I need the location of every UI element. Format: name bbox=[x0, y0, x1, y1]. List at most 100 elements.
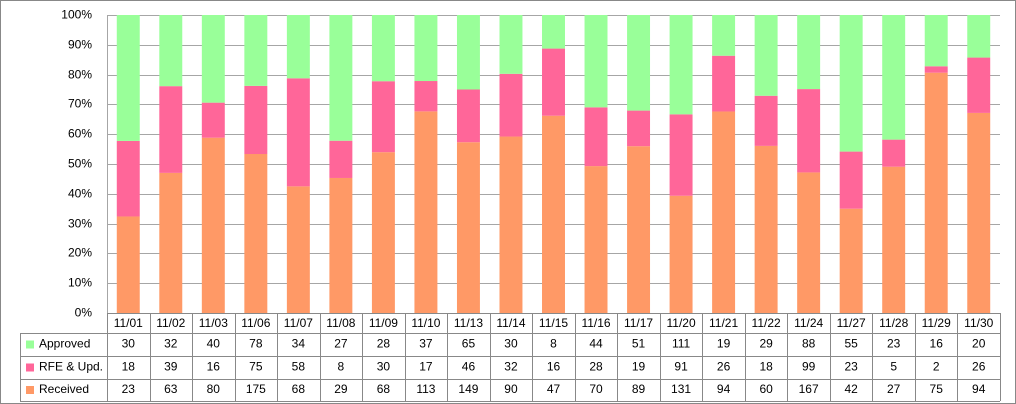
table-value: 32 bbox=[164, 337, 178, 351]
table-value: 94 bbox=[717, 382, 731, 396]
table-value: 19 bbox=[632, 360, 646, 374]
bar-segment bbox=[584, 166, 608, 313]
bar-segment bbox=[754, 95, 778, 146]
y-tick-label: 30% bbox=[68, 217, 92, 231]
table-value: 30 bbox=[504, 337, 518, 351]
bar-segment bbox=[712, 111, 736, 313]
table-value: 28 bbox=[589, 360, 603, 374]
table-value: 90 bbox=[504, 382, 518, 396]
bar-segment bbox=[882, 166, 906, 313]
table-value: 17 bbox=[419, 360, 433, 374]
bar-segment bbox=[371, 81, 395, 153]
bar-segment bbox=[116, 216, 140, 313]
table-value: 18 bbox=[122, 360, 136, 374]
bar-segment bbox=[499, 15, 523, 74]
table-value: 27 bbox=[887, 382, 901, 396]
table-value: 46 bbox=[462, 360, 476, 374]
bar-segment bbox=[797, 89, 821, 173]
table-value: 75 bbox=[249, 360, 263, 374]
y-tick-label: 80% bbox=[68, 68, 92, 82]
bar-segment bbox=[712, 15, 736, 56]
table-value: 28 bbox=[377, 337, 391, 351]
bar-segment bbox=[286, 15, 310, 79]
bar-segment bbox=[329, 15, 353, 141]
x-tick-label: 11/01 bbox=[114, 316, 143, 330]
table-value: 80 bbox=[207, 382, 221, 396]
bar-segment bbox=[797, 15, 821, 90]
table-value: 175 bbox=[246, 382, 266, 396]
table-value: 111 bbox=[672, 337, 691, 351]
bar-segment bbox=[201, 102, 225, 138]
x-tick-label: 11/03 bbox=[199, 316, 228, 330]
table-value: 23 bbox=[887, 337, 901, 351]
bar-segment bbox=[627, 15, 651, 111]
table-value: 26 bbox=[972, 360, 986, 374]
bar-segment bbox=[627, 110, 651, 147]
x-tick-label: 11/14 bbox=[496, 316, 525, 330]
bar-segment bbox=[542, 48, 565, 116]
bar-segment bbox=[244, 154, 268, 313]
table-value: 149 bbox=[458, 382, 478, 396]
table-value: 18 bbox=[759, 360, 773, 374]
table-value: 42 bbox=[844, 382, 858, 396]
x-tick-label: 11/24 bbox=[794, 316, 823, 330]
bar-segment bbox=[371, 152, 395, 313]
bar-segment bbox=[414, 111, 438, 313]
bar-segment bbox=[414, 81, 438, 112]
table-value: 167 bbox=[799, 382, 819, 396]
table-value: 75 bbox=[930, 382, 944, 396]
table-value: 51 bbox=[632, 337, 646, 351]
table-value: 16 bbox=[930, 337, 944, 351]
y-tick-label: 70% bbox=[68, 97, 92, 111]
x-tick-label: 11/29 bbox=[922, 316, 951, 330]
table-value: 39 bbox=[164, 360, 178, 374]
bar-segment bbox=[967, 15, 991, 58]
x-tick-label: 11/28 bbox=[879, 316, 908, 330]
bar-segment bbox=[286, 78, 310, 187]
table-value: 30 bbox=[377, 360, 391, 374]
y-tick-label: 40% bbox=[68, 187, 92, 201]
bar-segment bbox=[499, 73, 523, 137]
bar-segment bbox=[116, 15, 140, 141]
table-value: 113 bbox=[416, 382, 435, 396]
y-tick-label: 100% bbox=[61, 8, 92, 22]
y-tick-label: 20% bbox=[68, 246, 92, 260]
bar-segment bbox=[371, 15, 395, 82]
table-value: 37 bbox=[419, 337, 433, 351]
bar-segment bbox=[414, 15, 438, 82]
legend-swatch bbox=[26, 340, 34, 349]
x-tick-label: 11/13 bbox=[454, 316, 483, 330]
bar-segment bbox=[286, 186, 310, 313]
bar-segment bbox=[159, 172, 183, 313]
legend-swatch bbox=[26, 386, 34, 394]
x-tick-label: 11/30 bbox=[964, 316, 993, 330]
table-value: 23 bbox=[122, 382, 136, 396]
bar-segment bbox=[201, 137, 225, 313]
bar-segment bbox=[924, 15, 948, 67]
table-value: 23 bbox=[844, 360, 858, 374]
table-value: 58 bbox=[292, 360, 306, 374]
table-value: 5 bbox=[890, 360, 897, 374]
bar-segment bbox=[839, 151, 863, 209]
x-tick-label: 11/17 bbox=[624, 316, 653, 330]
bar-segment bbox=[882, 139, 906, 167]
table-value: 30 bbox=[122, 337, 136, 351]
bar-segment bbox=[669, 195, 693, 313]
table-value: 2 bbox=[933, 360, 940, 374]
bar-segment bbox=[924, 72, 948, 313]
bar-segment bbox=[159, 15, 183, 87]
bar-segment bbox=[754, 15, 778, 96]
bar-segment bbox=[584, 15, 608, 108]
bar-segment bbox=[456, 89, 480, 143]
bar-segment bbox=[967, 57, 991, 113]
table-value: 88 bbox=[802, 337, 816, 351]
table-value: 19 bbox=[717, 337, 731, 351]
y-tick-label: 90% bbox=[68, 38, 92, 52]
table-value: 26 bbox=[717, 360, 731, 374]
table-value: 44 bbox=[589, 337, 603, 351]
bar-segment bbox=[542, 15, 565, 49]
x-tick-label: 11/21 bbox=[709, 316, 738, 330]
x-tick-label: 11/09 bbox=[369, 316, 398, 330]
y-tick-label: 50% bbox=[68, 157, 92, 171]
bar-segment bbox=[499, 136, 523, 313]
